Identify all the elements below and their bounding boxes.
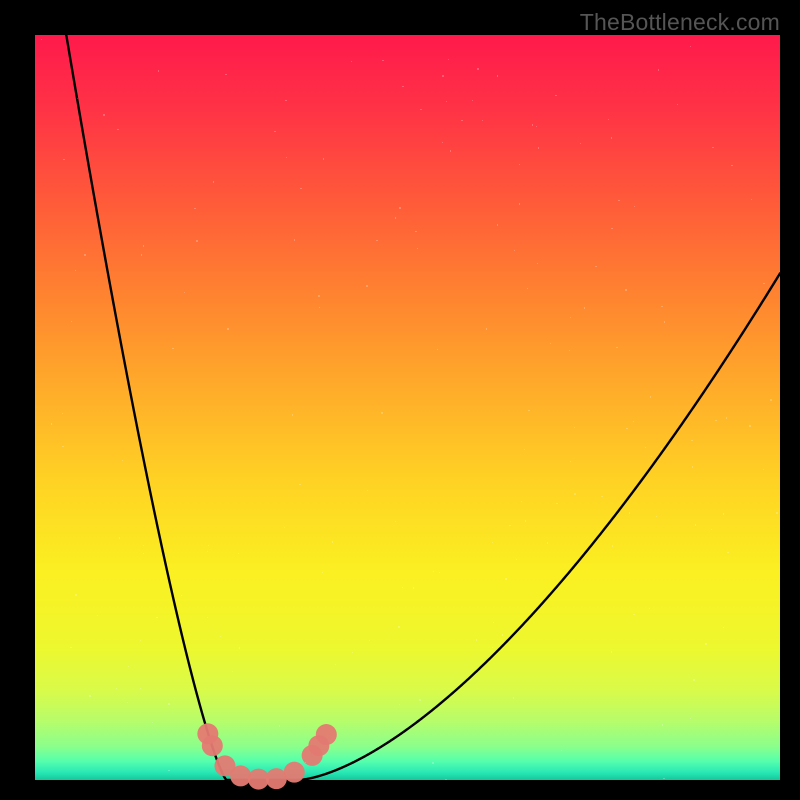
noise-grain — [382, 60, 383, 61]
noise-grain — [376, 240, 377, 241]
noise-grain — [239, 647, 240, 648]
noise-grain — [625, 289, 626, 290]
noise-grain — [89, 695, 90, 696]
noise-grain — [658, 69, 659, 70]
noise-grain — [532, 124, 533, 125]
noise-grain — [611, 228, 612, 229]
noise-grain — [601, 496, 602, 497]
noise-grain — [663, 778, 664, 779]
noise-grain — [538, 147, 539, 148]
noise-grain — [472, 100, 473, 101]
noise-grain — [103, 114, 104, 115]
noise-grain — [395, 217, 396, 218]
noise-grain — [318, 295, 319, 296]
noise-grain — [715, 420, 716, 421]
noise-grain — [726, 417, 727, 418]
noise-grain — [528, 410, 529, 411]
noise-grain — [695, 524, 696, 525]
noise-grain — [691, 440, 692, 441]
noise-grain — [749, 425, 750, 426]
noise-grain — [661, 306, 662, 307]
chart-stage: TheBottleneck.com — [0, 0, 800, 800]
noise-grain — [51, 423, 52, 424]
noise-grain — [194, 208, 195, 209]
curve-dot-marker — [266, 768, 287, 789]
noise-grain — [626, 428, 627, 429]
noise-grain — [402, 587, 403, 588]
curve-dot-marker — [248, 769, 269, 790]
curve-dot-marker — [316, 724, 337, 745]
noise-grain — [75, 270, 76, 271]
noise-grain — [633, 421, 634, 422]
noise-grain — [574, 493, 575, 494]
noise-grain — [776, 512, 777, 513]
noise-grain — [172, 348, 173, 349]
noise-grain — [432, 762, 433, 763]
noise-grain — [168, 703, 169, 704]
noise-grain — [727, 552, 728, 553]
noise-grain — [497, 224, 498, 225]
noise-grain — [611, 137, 612, 138]
noise-grain — [616, 347, 617, 348]
noise-grain — [662, 724, 663, 725]
noise-grain — [770, 399, 771, 400]
noise-grain — [442, 75, 443, 76]
noise-grain — [75, 594, 76, 595]
noise-grain — [366, 285, 367, 286]
noise-grain — [419, 699, 420, 700]
noise-grain — [612, 545, 613, 546]
noise-grain — [207, 617, 208, 618]
noise-grain — [300, 188, 301, 189]
noise-grain — [693, 679, 694, 680]
noise-grain — [402, 86, 403, 87]
noise-grain — [705, 643, 706, 644]
noise-grain — [143, 245, 144, 246]
noise-grain — [62, 446, 63, 447]
noise-grain — [692, 466, 693, 467]
noise-grain — [497, 75, 498, 76]
noise-grain — [285, 100, 286, 101]
noise-grain — [513, 697, 514, 698]
noise-grain — [196, 240, 197, 241]
noise-grain — [274, 131, 275, 132]
curve-dot-marker — [284, 762, 305, 783]
noise-grain — [299, 484, 300, 485]
noise-grain — [525, 520, 526, 521]
noise-grain — [381, 412, 382, 413]
noise-grain — [398, 626, 399, 627]
noise-grain — [505, 578, 506, 579]
noise-grain — [84, 254, 85, 255]
noise-grain — [70, 647, 71, 648]
noise-grain — [477, 68, 478, 69]
bottleneck-curve — [0, 0, 800, 800]
curve-dot-marker — [230, 765, 251, 786]
noise-grain — [168, 770, 169, 771]
noise-grain — [502, 634, 503, 635]
noise-grain — [227, 328, 228, 329]
noise-grain — [763, 283, 764, 284]
noise-grain — [595, 266, 596, 267]
noise-grain — [225, 74, 226, 75]
noise-grain — [399, 207, 400, 208]
noise-grain — [232, 671, 233, 672]
noise-grain — [450, 150, 451, 151]
noise-grain — [547, 542, 548, 543]
noise-grain — [71, 321, 72, 322]
noise-grain — [519, 203, 520, 204]
curve-dot-marker — [202, 735, 223, 756]
noise-grain — [633, 614, 634, 615]
watermark-text: TheBottleneck.com — [580, 9, 780, 36]
noise-grain — [213, 181, 214, 182]
curve-path — [66, 35, 780, 780]
noise-grain — [292, 414, 293, 415]
